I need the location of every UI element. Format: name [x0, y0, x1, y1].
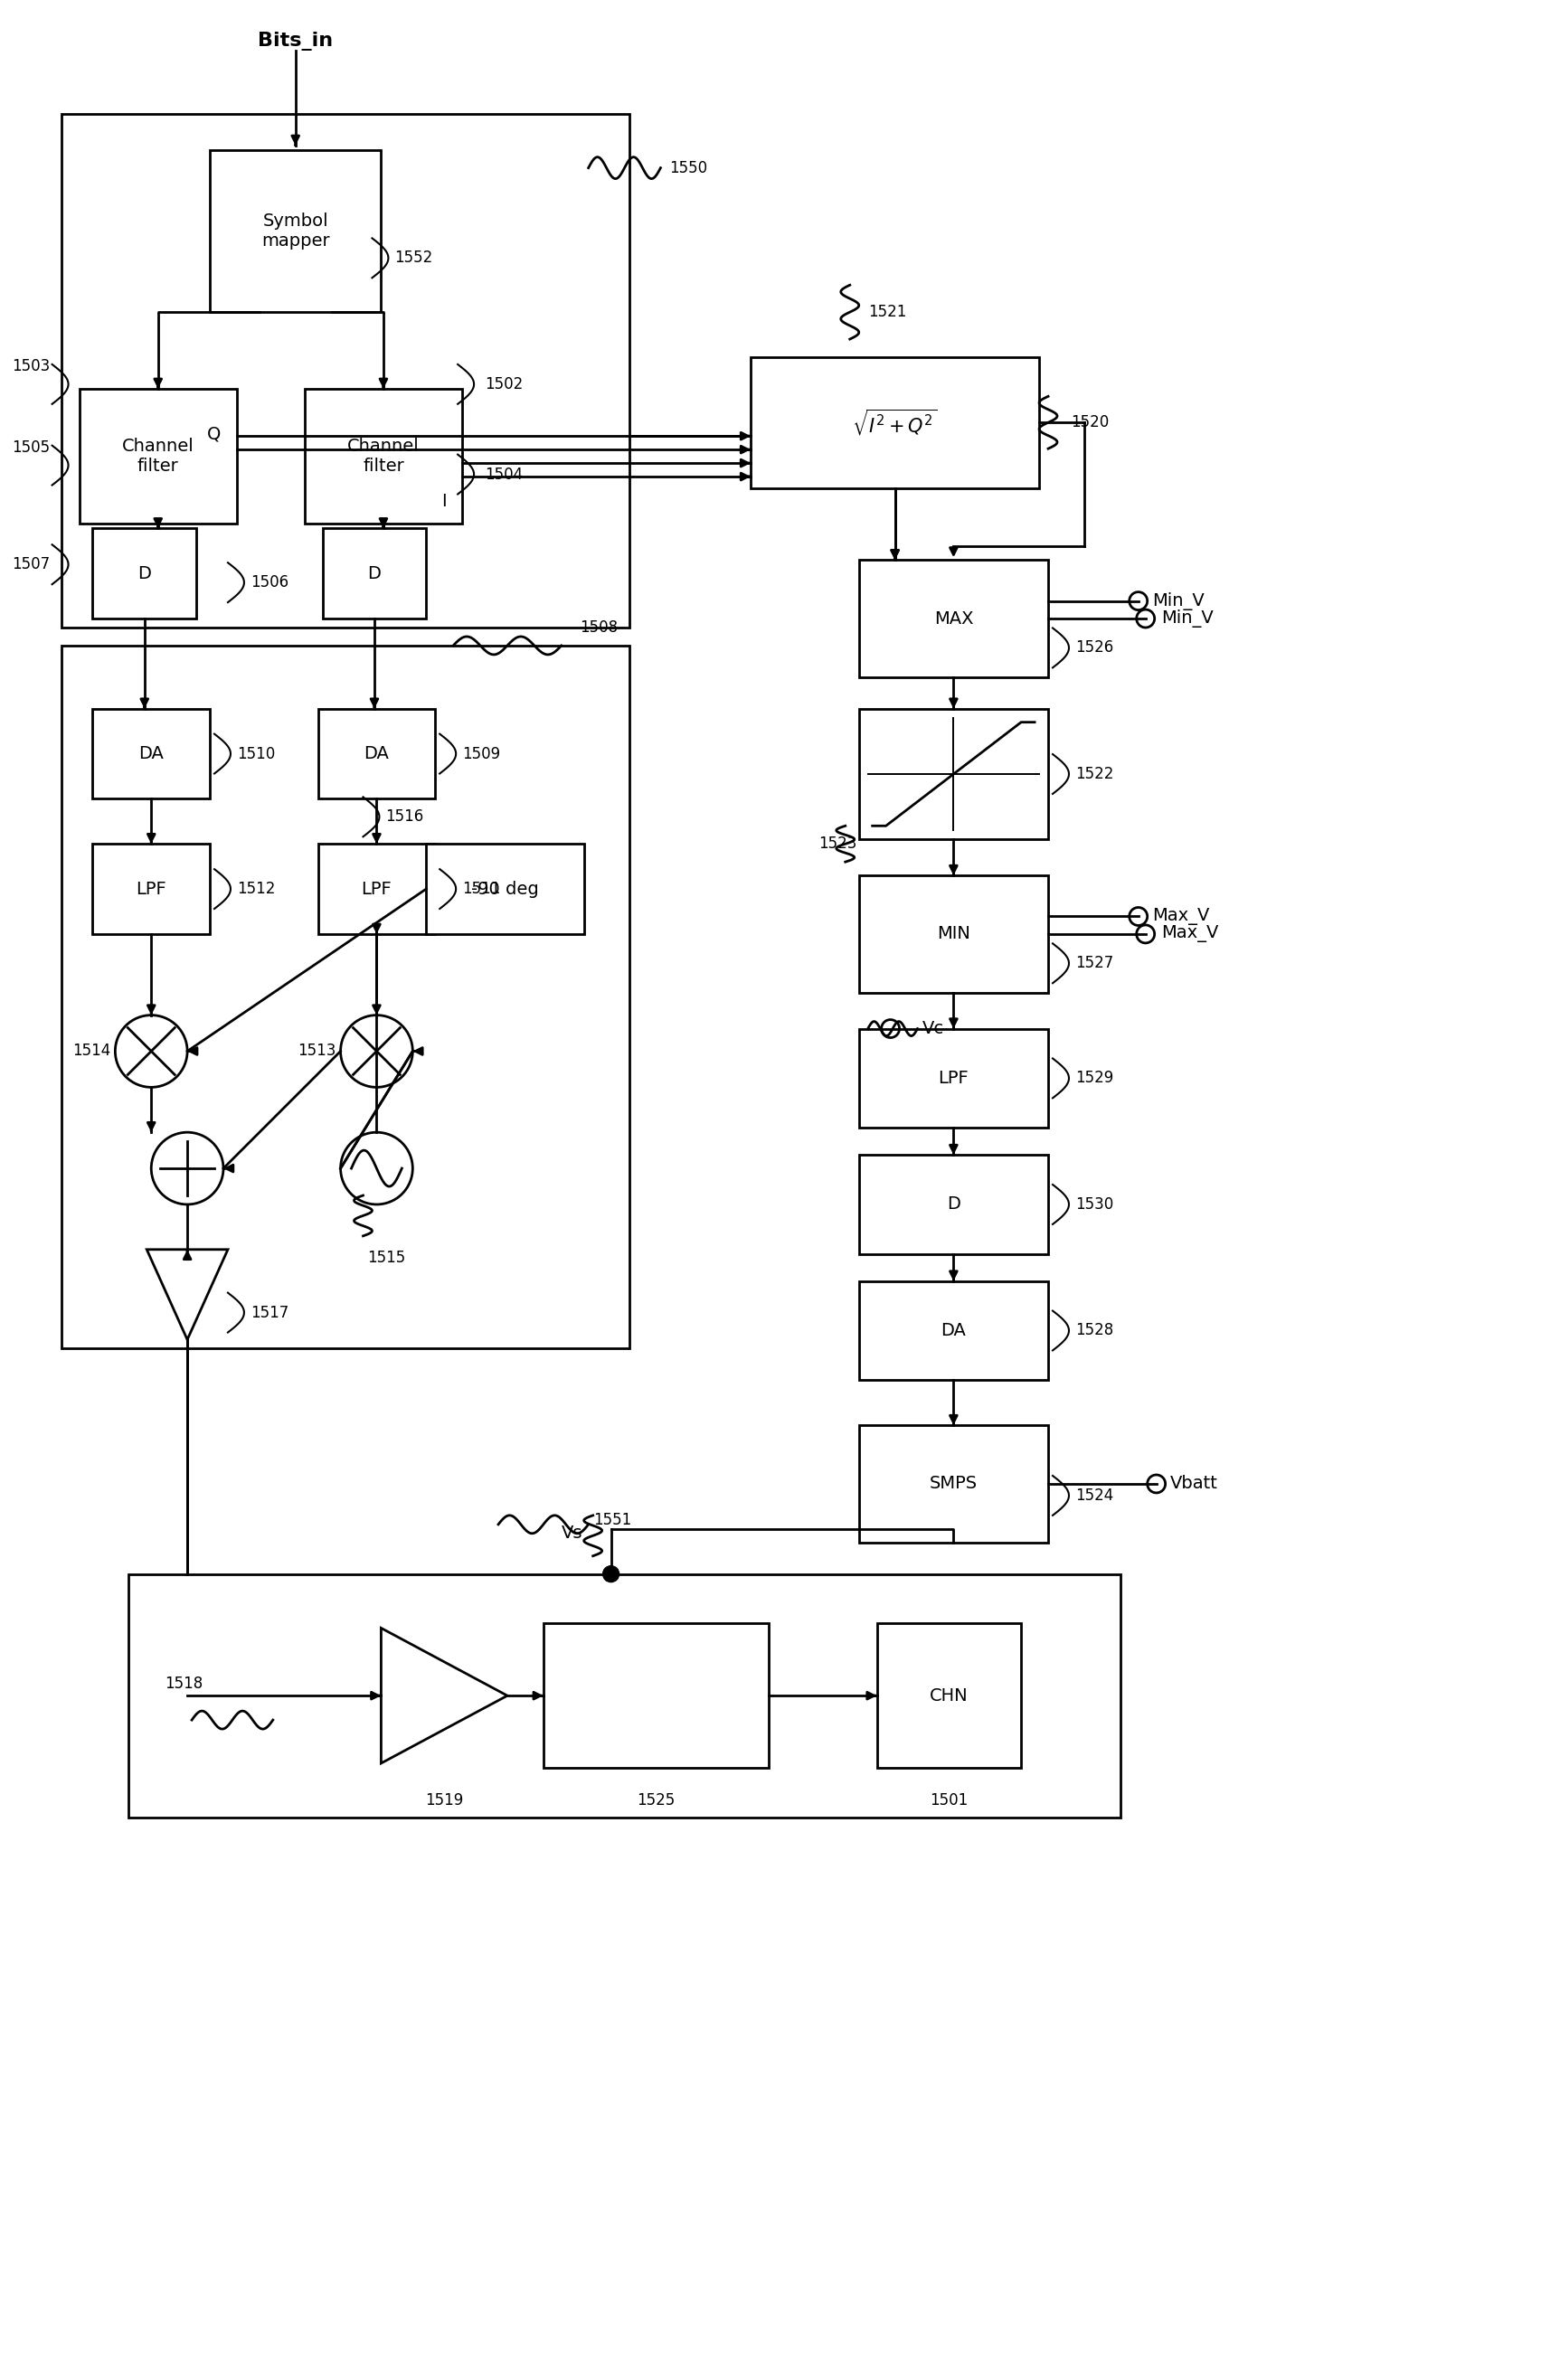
Text: DA: DA: [941, 1321, 966, 1340]
Text: 1552: 1552: [395, 250, 432, 267]
Bar: [304, 388, 462, 524]
Text: 1516: 1516: [385, 809, 424, 826]
Bar: [318, 845, 435, 933]
Bar: [860, 876, 1048, 992]
Text: LPF: LPF: [362, 881, 392, 897]
Text: DA: DA: [139, 745, 164, 762]
Bar: [426, 845, 583, 933]
Text: Vbatt: Vbatt: [1170, 1476, 1218, 1492]
Bar: [860, 1028, 1048, 1128]
Bar: [92, 528, 197, 619]
Text: Channel
filter: Channel filter: [348, 438, 420, 476]
Bar: [92, 845, 211, 933]
Text: Min_V: Min_V: [1161, 609, 1214, 628]
Text: 1529: 1529: [1075, 1071, 1114, 1085]
Bar: [92, 709, 211, 800]
Bar: [61, 645, 629, 1349]
Text: 1514: 1514: [72, 1042, 111, 1059]
Text: LPF: LPF: [938, 1069, 969, 1088]
Text: Symbol
mapper: Symbol mapper: [261, 212, 329, 250]
Polygon shape: [147, 1250, 228, 1340]
Text: 1512: 1512: [237, 881, 275, 897]
Text: Vs: Vs: [562, 1526, 582, 1542]
Text: 1530: 1530: [1075, 1197, 1114, 1211]
Polygon shape: [381, 1628, 507, 1764]
Text: 1505: 1505: [11, 440, 50, 455]
Text: 1503: 1503: [11, 357, 50, 374]
Text: Max_V: Max_V: [1161, 926, 1218, 942]
Text: 1513: 1513: [298, 1042, 335, 1059]
Text: 1551: 1551: [593, 1511, 632, 1528]
Text: 1517: 1517: [251, 1304, 289, 1321]
Text: 1526: 1526: [1075, 640, 1114, 657]
Bar: [860, 559, 1048, 678]
Bar: [750, 357, 1039, 488]
Text: 1511: 1511: [462, 881, 501, 897]
Bar: [860, 1154, 1048, 1254]
Text: 1523: 1523: [819, 835, 856, 852]
Text: CHN: CHN: [930, 1687, 969, 1704]
Text: Max_V: Max_V: [1151, 907, 1209, 926]
Text: Bits_in: Bits_in: [257, 31, 334, 50]
Text: MIN: MIN: [938, 926, 970, 942]
Text: D: D: [947, 1195, 961, 1214]
Text: 1501: 1501: [930, 1792, 969, 1809]
Text: D: D: [137, 564, 151, 583]
Text: I: I: [441, 493, 446, 509]
Text: 1506: 1506: [251, 574, 289, 590]
Text: MAX: MAX: [934, 609, 973, 628]
Text: 1520: 1520: [1070, 414, 1109, 431]
Text: 1510: 1510: [237, 745, 275, 762]
Text: 1527: 1527: [1075, 954, 1114, 971]
Text: LPF: LPF: [136, 881, 167, 897]
Text: 1507: 1507: [11, 557, 50, 574]
Text: 1509: 1509: [462, 745, 501, 762]
Text: Min_V: Min_V: [1151, 593, 1204, 609]
Bar: [129, 1573, 1120, 1818]
Bar: [543, 1623, 769, 1768]
Bar: [860, 1280, 1048, 1380]
Text: 1525: 1525: [636, 1792, 675, 1809]
Bar: [860, 1426, 1048, 1542]
Text: DA: DA: [363, 745, 388, 762]
Bar: [211, 150, 381, 312]
Text: 1524: 1524: [1075, 1488, 1114, 1504]
Text: 1521: 1521: [867, 305, 906, 321]
Text: 1522: 1522: [1075, 766, 1114, 783]
Text: Q: Q: [207, 426, 222, 443]
Bar: [61, 114, 629, 628]
Bar: [323, 528, 426, 619]
Circle shape: [602, 1566, 619, 1583]
Text: 1508: 1508: [579, 619, 618, 635]
Text: 1518: 1518: [165, 1676, 203, 1692]
Text: -90 deg: -90 deg: [471, 881, 538, 897]
Text: Channel
filter: Channel filter: [122, 438, 193, 476]
Text: 1528: 1528: [1075, 1323, 1114, 1338]
Text: D: D: [368, 564, 381, 583]
Text: 1504: 1504: [485, 466, 523, 483]
Bar: [80, 388, 237, 524]
Bar: [860, 709, 1048, 840]
Text: 1502: 1502: [485, 376, 523, 393]
Text: Vc: Vc: [922, 1021, 944, 1038]
Text: SMPS: SMPS: [930, 1476, 978, 1492]
Text: 1550: 1550: [669, 159, 708, 176]
Text: $\sqrt{I^2+Q^2}$: $\sqrt{I^2+Q^2}$: [852, 407, 938, 438]
Text: 1519: 1519: [426, 1792, 463, 1809]
Text: 1515: 1515: [368, 1250, 406, 1266]
Bar: [877, 1623, 1022, 1768]
Bar: [318, 709, 435, 800]
